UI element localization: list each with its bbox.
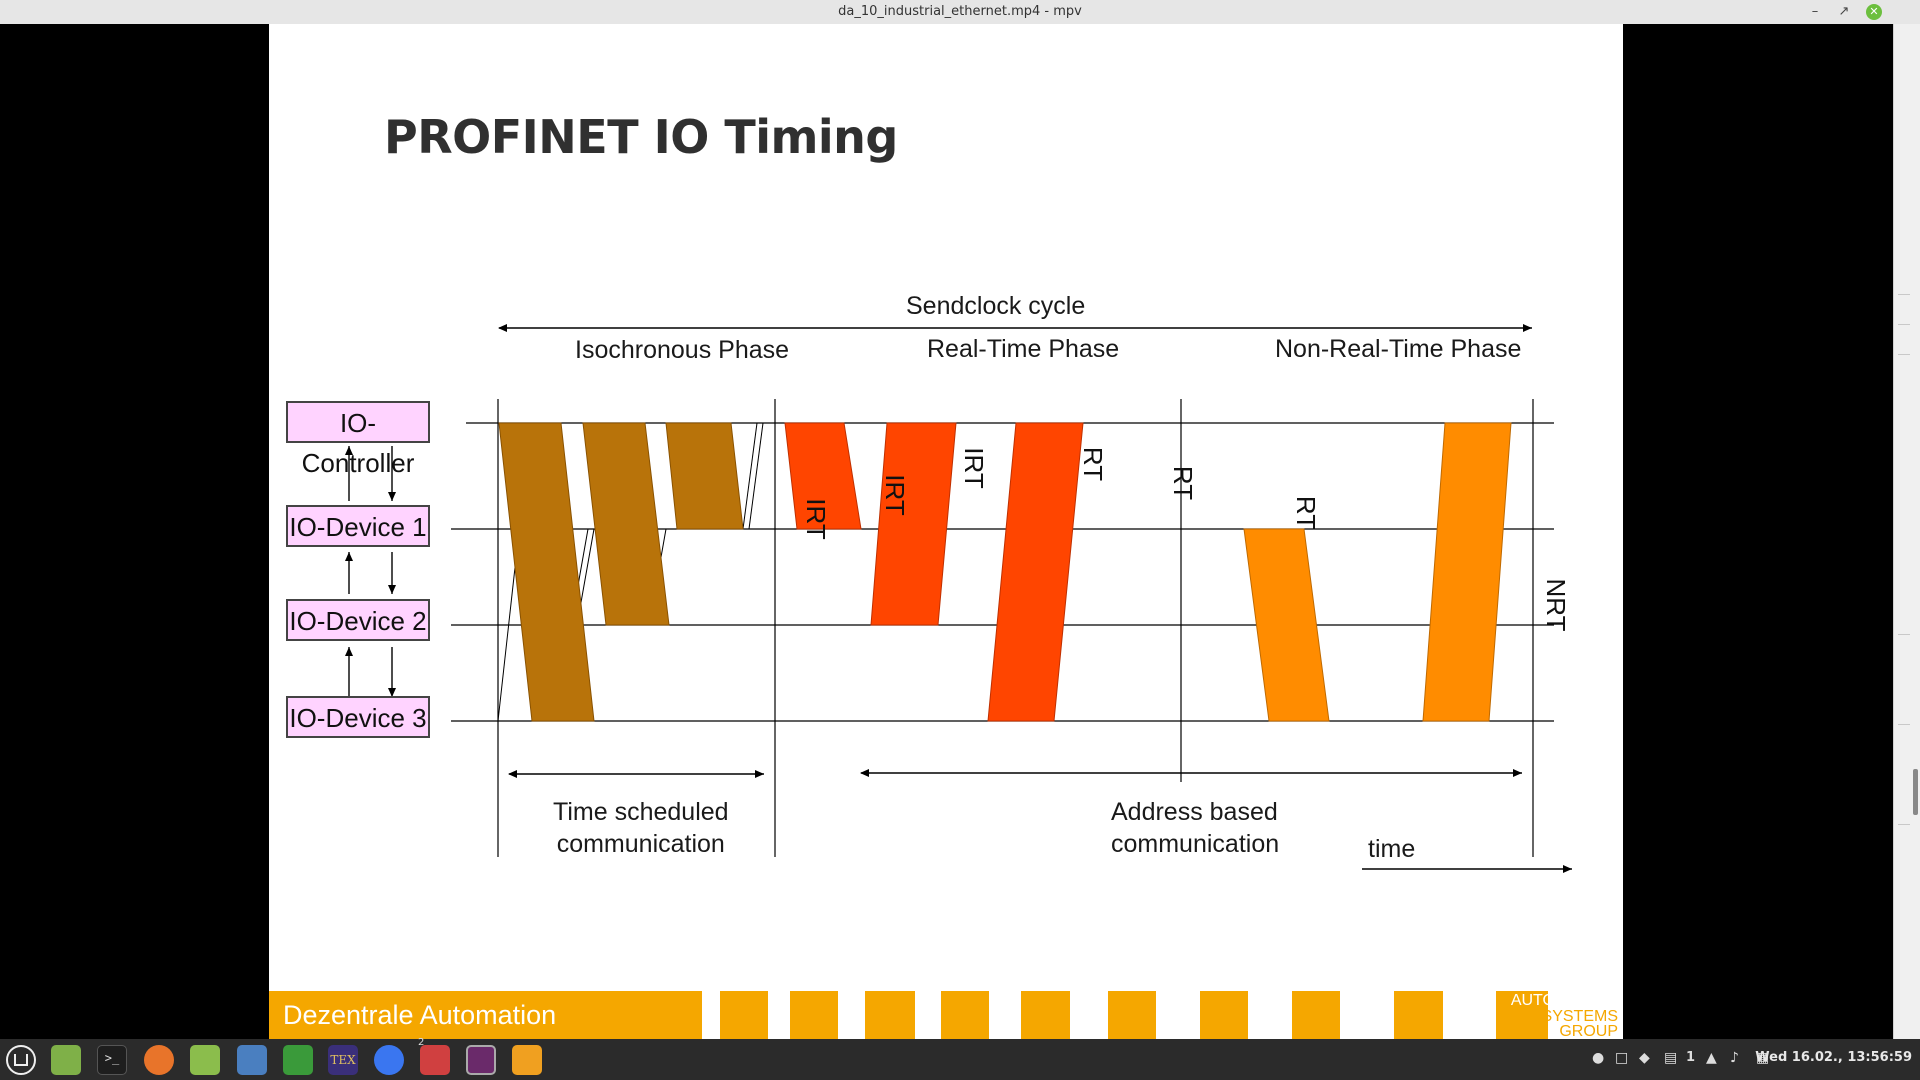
notification-badge: 2 xyxy=(418,1037,425,1048)
automation-systems-group-logo: AUTOMATION SYSTEMS GROUP xyxy=(1496,991,1620,1039)
signal-icon[interactable] xyxy=(374,1045,404,1075)
firefox-icon[interactable] xyxy=(144,1045,174,1075)
io-controller-box: IO-Controller xyxy=(286,401,430,478)
address-based-line1: Address based xyxy=(1111,798,1278,826)
clock[interactable]: Wed 16.02., 13:56:59 xyxy=(1755,1050,1912,1065)
nrt-frame xyxy=(1422,422,1512,722)
keepass-icon[interactable] xyxy=(283,1045,313,1075)
slide-footer: Dezentrale Automation xyxy=(269,991,1623,1039)
network-icon[interactable]: ▲ xyxy=(1706,1050,1717,1066)
logo-line1: AUTOMATION xyxy=(1510,992,1616,1009)
non-real-time-phase-label: Non-Real-Time Phase xyxy=(1275,335,1522,363)
taskbar: >_ TEX 2 ● □ ◆ ▤ 1 ▲ ♪ ▦ Wed 16.02., 13:… xyxy=(0,1037,1920,1080)
irt-frame-label: IRT xyxy=(959,447,989,489)
mail-icon[interactable] xyxy=(237,1045,267,1075)
files-icon[interactable] xyxy=(51,1045,81,1075)
irt-frame xyxy=(665,422,744,530)
timing-diagram: IRT IRT IRT RT RT RT NRT NRT xyxy=(345,324,1572,873)
nrt-frame-label: NRT xyxy=(1541,579,1571,632)
letterbox-left xyxy=(0,24,269,1039)
window-titlebar: da_10_industrial_ethernet.mp4 - mpv – ↗ … xyxy=(0,0,1920,25)
real-time-phase-label: Real-Time Phase xyxy=(927,335,1120,363)
io-device-2-box: IO-Device 2 xyxy=(286,599,430,641)
scrollbar-thumb[interactable] xyxy=(1913,769,1918,815)
sound-icon[interactable]: ♪ xyxy=(1730,1050,1739,1066)
io-device-3-box: IO-Device 3 xyxy=(286,696,430,738)
logo-line3: GROUP xyxy=(1559,1023,1618,1039)
time-scheduled-line2: communication xyxy=(556,830,725,858)
app-icon[interactable] xyxy=(512,1045,542,1075)
irt-frame xyxy=(498,422,595,722)
update-icon[interactable]: ▦ xyxy=(1756,1050,1770,1066)
address-based-label: Address based communication xyxy=(1111,796,1279,860)
nrt-frame xyxy=(1243,528,1330,722)
irt-frame-label: IRT xyxy=(801,498,831,540)
irt-forward-line xyxy=(742,422,758,530)
rt-frame xyxy=(784,422,862,530)
clipboard-icon[interactable]: □ xyxy=(1615,1050,1629,1066)
rt-frame-label: RT xyxy=(1078,447,1108,481)
file-manager-icon[interactable] xyxy=(190,1045,220,1075)
time-scheduled-label: Time scheduled communication xyxy=(553,796,729,860)
time-axis-label: time xyxy=(1368,835,1416,863)
rt-frame-label: RT xyxy=(1168,466,1198,500)
glasses-app-icon[interactable]: 2 xyxy=(418,1037,450,1075)
rt-frame xyxy=(987,422,1084,722)
close-button[interactable]: ✕ xyxy=(1866,4,1882,20)
tex-icon[interactable]: TEX xyxy=(328,1045,358,1075)
window-title: da_10_industrial_ethernet.mp4 - mpv xyxy=(838,4,1082,19)
irt-forward-line xyxy=(748,422,764,530)
video-frame-slide: PROFINET IO Timing xyxy=(269,24,1623,1039)
time-scheduled-line1: Time scheduled xyxy=(553,798,729,826)
io-device-1-box: IO-Device 1 xyxy=(286,505,430,547)
sendclock-label: Sendclock cycle xyxy=(906,292,1086,320)
terminal-icon[interactable]: >_ xyxy=(97,1045,127,1075)
irt-frame-label: IRT xyxy=(880,474,910,516)
mpv-icon[interactable] xyxy=(466,1045,496,1075)
footer-bar xyxy=(269,991,702,1039)
isochronous-phase-label: Isochronous Phase xyxy=(575,336,790,364)
menu-button[interactable] xyxy=(6,1045,36,1075)
rt-frame xyxy=(870,422,957,626)
minimize-button[interactable]: – xyxy=(1811,4,1819,19)
rt-frame-label: RT xyxy=(1291,496,1321,530)
mint-logo-icon xyxy=(14,1054,28,1066)
shield-icon[interactable]: ◆ xyxy=(1639,1050,1650,1066)
bluetooth-icon[interactable]: ● xyxy=(1592,1050,1605,1066)
workspace-indicator[interactable]: 1 xyxy=(1686,1050,1696,1065)
letterbox-right xyxy=(1623,24,1893,1039)
slide-title: PROFINET IO Timing xyxy=(384,110,898,164)
address-based-line2: communication xyxy=(1111,830,1280,858)
background-window-edge xyxy=(1893,24,1920,1039)
footer-title: Dezentrale Automation xyxy=(283,1000,557,1030)
logo-line2: SYSTEMS xyxy=(1541,1008,1618,1025)
irt-frame xyxy=(582,422,670,626)
maximize-button[interactable]: ↗ xyxy=(1838,4,1850,19)
printer-icon[interactable]: ▤ xyxy=(1664,1050,1678,1066)
